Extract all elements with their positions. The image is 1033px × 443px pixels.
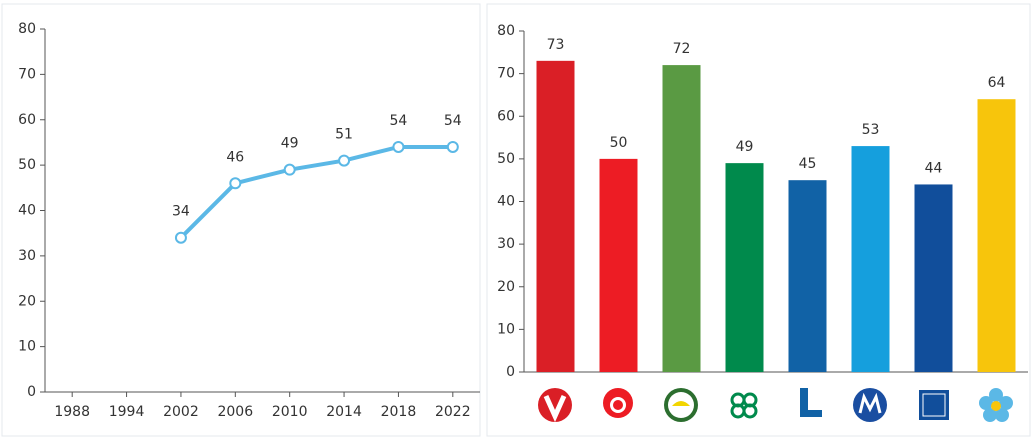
data-label: 51 [335, 127, 353, 143]
bar [851, 146, 890, 372]
x-tick-label: 1994 [109, 404, 145, 420]
bar [788, 180, 827, 372]
point [283, 163, 296, 176]
y-tick-label: 40 [18, 203, 36, 219]
point [446, 140, 459, 153]
y-tick-label: 0 [506, 364, 515, 380]
y-tick-label: 20 [18, 293, 36, 309]
y-tick-label: 80 [18, 21, 36, 37]
y-tick-label: 40 [497, 194, 515, 210]
point [229, 177, 242, 190]
data-label: 46 [226, 149, 244, 165]
bar [977, 99, 1016, 372]
y-tick-label: 60 [497, 108, 515, 124]
data-label: 73 [547, 37, 565, 53]
y-tick-label: 50 [497, 151, 515, 167]
data-label: 34 [172, 204, 190, 220]
data-label: 64 [988, 75, 1006, 91]
bar [536, 60, 575, 373]
y-tick-label: 70 [497, 66, 515, 82]
bar [662, 65, 701, 372]
data-label: 49 [736, 139, 754, 155]
y-tick-label: 50 [18, 157, 36, 173]
data-label: 72 [673, 41, 691, 57]
point [174, 231, 187, 244]
y-tick-label: 0 [27, 384, 36, 400]
x-tick-label: 2014 [326, 404, 362, 420]
data-label: 54 [390, 113, 408, 129]
panel [1, 3, 481, 437]
line [179, 144, 453, 240]
y-tick-label: 10 [497, 321, 515, 337]
x-tick-label: 2002 [163, 404, 199, 420]
y-tick-label: 60 [18, 112, 36, 128]
data-label: 54 [444, 113, 462, 129]
point [392, 140, 405, 153]
y-tick-label: 20 [497, 279, 515, 295]
bar [599, 158, 638, 372]
x-tick-label: 2022 [435, 404, 471, 420]
x-tick-label: 2018 [381, 404, 417, 420]
data-label: 45 [799, 156, 817, 172]
bar [725, 163, 764, 372]
x-tick-label: 2010 [272, 404, 308, 420]
point [338, 154, 351, 167]
data-label: 49 [281, 136, 299, 152]
y-tick-label: 10 [18, 339, 36, 355]
y-tick-label: 30 [497, 236, 515, 252]
y-tick-label: 80 [497, 23, 515, 39]
y-tick-label: 30 [18, 248, 36, 264]
x-tick-label: 1988 [54, 404, 90, 420]
y-tick-label: 70 [18, 66, 36, 82]
party-icons [538, 388, 1013, 423]
x-tick-label: 2006 [217, 404, 253, 420]
data-label: 50 [610, 135, 628, 151]
data-label: 53 [862, 122, 880, 138]
bar [914, 184, 953, 372]
data-label: 44 [925, 160, 943, 176]
